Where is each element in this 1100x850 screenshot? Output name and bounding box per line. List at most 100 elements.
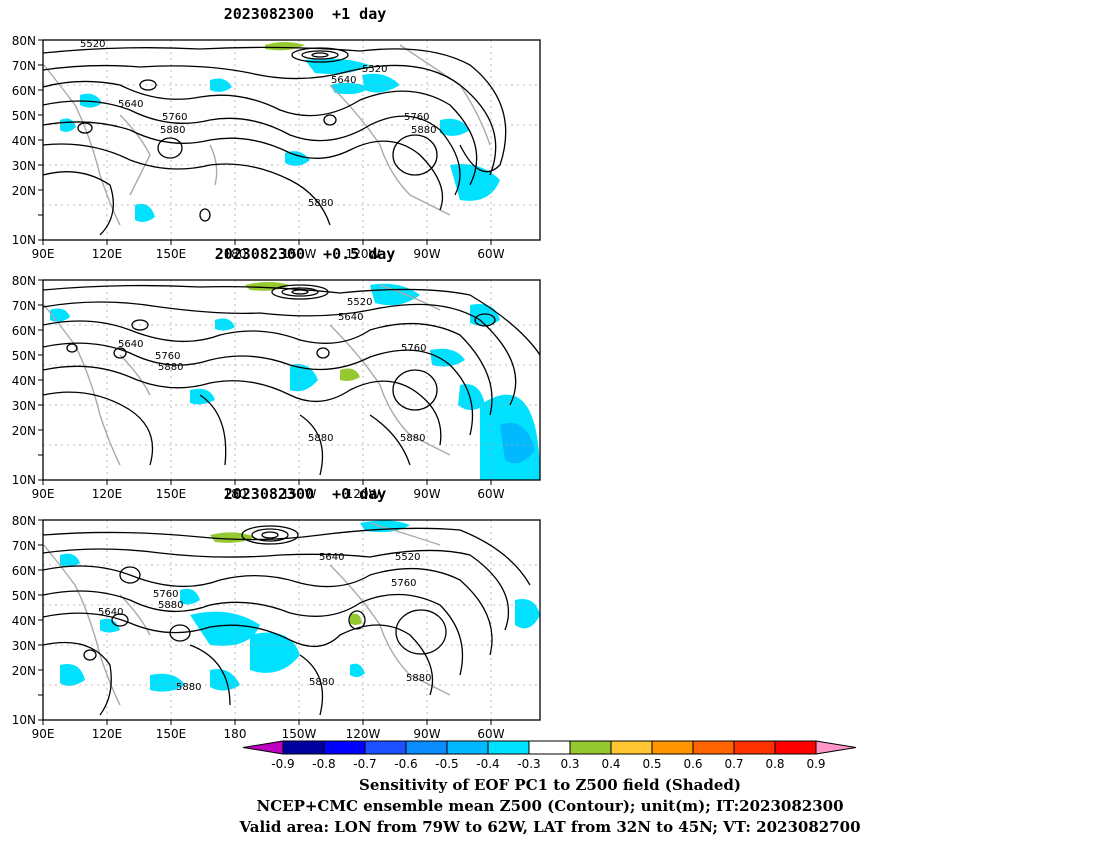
contour-label: 5880 [308,198,333,209]
lon-label: 60W [477,487,504,501]
lat-label: 10N [12,233,36,247]
contour-label: 5880 [176,682,201,693]
coastlines [43,522,451,706]
colorbar-tick-label: 0.4 [601,757,620,770]
colorbar-swatch [446,740,489,755]
colorbar-swatch [692,740,735,755]
coastlines [43,284,451,466]
colorbar-tick-label: -0.9 [271,757,294,770]
caption-line-1: Sensitivity of EOF PC1 to Z500 field (Sh… [359,776,741,794]
lon-label: 90E [32,727,55,741]
contour-label: 5640 [98,607,123,618]
colorbar-tick-label: -0.6 [394,757,417,770]
lon-label: 120W [346,727,381,741]
lon-label: 90W [413,487,440,501]
contour-label: 5640 [118,99,143,110]
contour-label: 5880 [158,362,183,373]
lat-label: 30N [12,159,36,173]
colorbar-swatch [282,740,325,755]
lon-label: 90E [32,487,55,501]
map-panel-3: 2023082300 +0 day [0,485,560,741]
colorbar-svg: -0.9 -0.8 -0.7 -0.6 -0.5 -0.4 -0.3 0.3 0.4 0.5 0.6… [242,740,857,771]
lon-label: 120W [346,487,381,501]
lon-label: 150E [156,247,187,261]
contour-label: 5640 [118,339,143,350]
colorbar-arrow-low [242,740,284,755]
contour-label: 5640 [338,312,363,323]
colorbar-tick-label: -0.5 [435,757,458,770]
lat-label: 30N [12,639,36,653]
colorbar-swatch [569,740,612,755]
contour-label: 5760 [153,589,178,600]
z500-contours [42,525,531,716]
lat-label: 50N [12,349,36,363]
contour-label: 5760 [162,112,187,123]
lon-label: 60W [477,727,504,741]
lat-label: 30N [12,399,36,413]
z500-contours [42,46,507,236]
colorbar-arrow-high [815,740,857,755]
contour-label: 5880 [411,125,436,136]
contour-label: 5640 [319,552,344,563]
map-panel-1: 2023082300 +1 day [0,5,560,261]
colorbar-tick-label: -0.8 [312,757,335,770]
colorbar-swatch [651,740,694,755]
contour-label: 5640 [331,75,356,86]
map-panel-2: 2023082300 +0.5 day [0,245,560,501]
contour-label: 5520 [395,552,420,563]
colorbar-swatch [733,740,776,755]
caption-line-3: Valid area: LON from 79W to 62W, LAT fro… [239,818,861,836]
lat-lon-grid [43,40,540,240]
contour-label: 5760 [155,351,180,362]
lat-label: 60N [12,564,36,578]
contour-label: 5760 [391,578,416,589]
colorbar-swatch [323,740,366,755]
map-plot: 5520 5640 5640 5760 5880 5760 5880 5880 … [12,274,541,501]
lat-label: 80N [12,514,36,528]
colorbar-swatch [487,740,530,755]
lat-label: 60N [12,84,36,98]
contour-labels: 5520 5640 5640 5760 5880 5760 5880 5880 [118,297,426,444]
z500-contours [42,284,541,476]
lon-label: 150W [282,247,317,261]
lat-lon-grid [43,280,540,480]
colorbar-tick-label: 0.9 [806,757,825,770]
lat-label: 70N [12,299,36,313]
lon-label: 120W [346,247,381,261]
colorbar-tick-label: 0.7 [724,757,743,770]
lat-label: 60N [12,324,36,338]
sensitivity-shading [60,520,540,692]
colorbar-tick-label: 0.5 [642,757,661,770]
lon-label: 90E [32,247,55,261]
lat-label: 40N [12,134,36,148]
colorbar-tick-label: -0.7 [353,757,376,770]
lat-label: 70N [12,59,36,73]
lat-label: 20N [12,184,36,198]
lat-label: 10N [12,713,36,727]
lat-label: 40N [12,614,36,628]
panel-title: 2023082300 +0 day [223,485,387,503]
contour-labels: 5640 5520 5760 5640 5760 5880 5880 5880 … [98,552,431,693]
lon-label: 150E [156,727,187,741]
contour-label: 5520 [362,64,387,75]
map-frame [42,519,541,721]
colorbar-swatch [405,740,448,755]
map-frame [42,39,541,241]
colorbar-tick-label: -0.4 [476,757,499,770]
lon-label: 180 [224,727,247,741]
lat-label: 20N [12,424,36,438]
contour-label: 5520 [80,39,105,50]
lon-label: 150E [156,487,187,501]
lat-label: 40N [12,374,36,388]
lat-label: 20N [12,664,36,678]
sensitivity-shading [50,282,540,480]
lat-label: 80N [12,274,36,288]
lat-label: 80N [12,34,36,48]
lon-label: 180 [224,247,247,261]
lon-label: 120E [92,247,123,261]
lon-label: 120E [92,727,123,741]
contour-label: 5880 [160,125,185,136]
contour-label: 5880 [406,673,431,684]
lat-label: 50N [12,589,36,603]
contour-labels: 5520 5640 5520 5640 5760 5880 5760 5880 … [80,39,436,209]
